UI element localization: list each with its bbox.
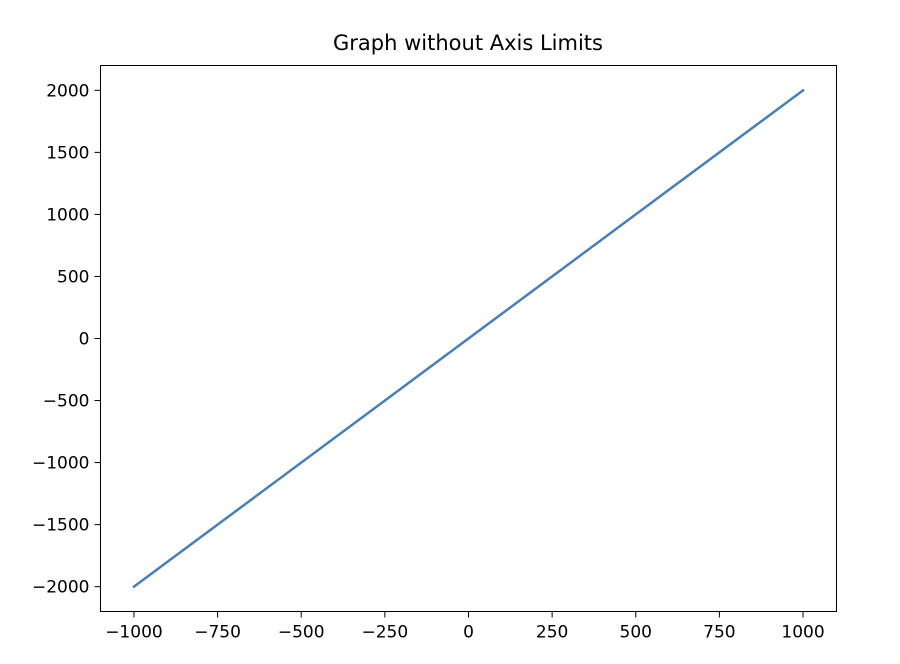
y-tick-label: −500 <box>43 392 90 412</box>
x-tick-label: 0 <box>463 623 474 643</box>
y-tick-label: −1000 <box>32 454 90 474</box>
chart-title: Graph without Axis Limits <box>333 31 603 55</box>
axes-frame <box>100 65 837 612</box>
x-tick-label: −500 <box>278 623 325 643</box>
series-line <box>132 88 805 589</box>
x-tick-label: −750 <box>194 623 241 643</box>
y-tick-label: −1500 <box>32 516 90 536</box>
y-tick-label: 1500 <box>46 143 89 163</box>
y-tick-label: 1000 <box>46 205 89 225</box>
y-axis: 2000 1500 1000 500 0 −500 −1000 −1500 −2000 <box>32 81 101 598</box>
x-tick-label: 750 <box>703 623 735 643</box>
x-tick-label: 500 <box>620 623 652 643</box>
x-tick-label: 250 <box>536 623 568 643</box>
y-tick-label: 0 <box>79 330 90 350</box>
y-tick-label: 2000 <box>46 81 89 101</box>
x-tick-label: −250 <box>362 623 409 643</box>
x-tick-label: 1000 <box>781 623 824 643</box>
x-tick-label: −1000 <box>105 623 163 643</box>
x-axis: −1000 −750 −500 −250 0 250 500 750 1000 <box>105 611 825 643</box>
plot-area <box>132 88 805 589</box>
y-tick-label: −2000 <box>32 578 90 598</box>
y-tick-label: 500 <box>57 267 89 287</box>
